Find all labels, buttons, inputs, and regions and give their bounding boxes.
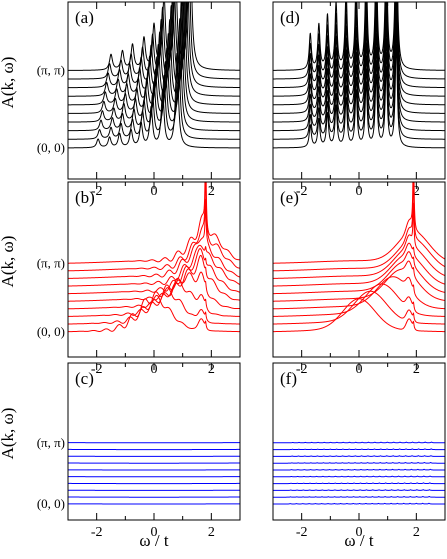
panel-label: (f) [280, 369, 297, 388]
k-label-bottom: (0, 0) [37, 140, 65, 155]
y-axis-label: A(k, ω) [0, 408, 17, 460]
x-tick-label: -2 [296, 525, 308, 540]
k-label-bottom: (0, 0) [37, 496, 65, 511]
k-label-top: (π, π) [37, 435, 65, 450]
x-tick-label: 2 [208, 525, 215, 540]
x-tick-label: -2 [91, 525, 103, 540]
k-label-top: (π, π) [37, 63, 65, 78]
k-label-bottom: (0, 0) [37, 324, 65, 339]
panel-label: (b) [75, 188, 95, 207]
x-tick-label: 2 [413, 525, 420, 540]
x-axis-label: ω / t [344, 531, 373, 550]
panel-label: (c) [75, 369, 94, 388]
panel-label: (d) [280, 8, 300, 27]
y-axis-label: A(k, ω) [0, 236, 17, 288]
panel-label: (a) [75, 8, 94, 27]
y-axis-label: A(k, ω) [0, 57, 17, 109]
spectral-curve-5 [273, 476, 445, 477]
k-label-top: (π, π) [37, 256, 65, 271]
panel-label: (e) [280, 188, 299, 207]
x-axis-label: ω / t [139, 531, 168, 550]
